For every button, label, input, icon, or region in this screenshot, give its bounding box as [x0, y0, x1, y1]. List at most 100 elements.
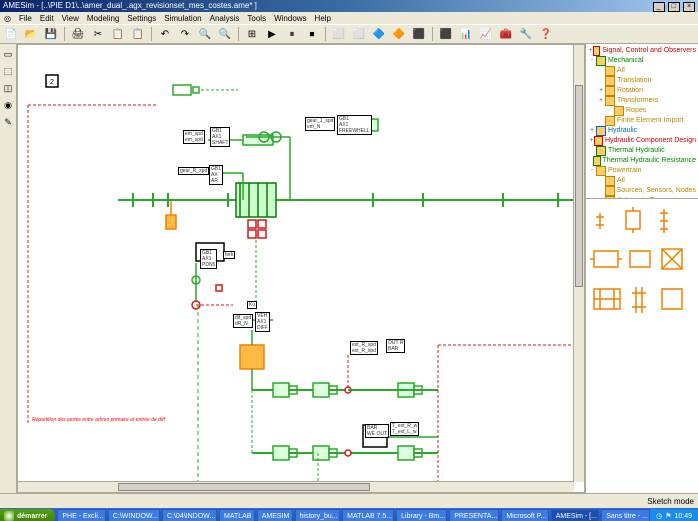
toolbar-button[interactable]: ▶ [263, 25, 281, 43]
tree-item[interactable]: Ropes [588, 106, 696, 116]
horizontal-scrollbar[interactable] [18, 481, 574, 492]
toolbar-button[interactable]: 🖨 [69, 25, 87, 43]
tray-icon: ◷ [656, 512, 662, 520]
tree-item[interactable]: +Signal, Control and Observers [588, 46, 696, 56]
toolbar-button[interactable]: ⬛ [410, 25, 428, 43]
diagram-label: VEH AX1 DIFF [255, 312, 270, 332]
toolbar-button[interactable]: 🔶 [390, 25, 408, 43]
toolbar-button[interactable]: ❓ [537, 25, 555, 43]
left-tool-button[interactable]: ⬚ [1, 64, 15, 78]
diagram-label: OUT R BAR [386, 339, 405, 353]
tree-item[interactable]: +Transformers [588, 96, 696, 106]
right-panel: +Signal, Control and Observers-Mechanica… [585, 44, 698, 493]
diagram-label: gear_R_spd [178, 167, 209, 175]
tree-item[interactable]: Thermal Hydraulic Resistance [588, 156, 696, 166]
toolbar-button[interactable]: 📊 [457, 25, 475, 43]
taskbar-task[interactable]: MATLAB 7.5... [342, 509, 394, 521]
tree-item[interactable]: -Mechanical [588, 56, 696, 66]
diagram-label: GB1 AX AR [209, 165, 223, 185]
toolbar-button[interactable]: ⏹ [303, 25, 321, 43]
taskbar-task[interactable]: Library - Bm... [396, 509, 447, 521]
menu-simulation[interactable]: Simulation [164, 14, 201, 23]
toolbar-button[interactable]: ✂ [89, 25, 107, 43]
toolbar-button[interactable]: ⊞ [243, 25, 261, 43]
tree-item[interactable]: +Hydraulic Component Design [588, 136, 696, 146]
toolbar-button[interactable]: 🧰 [497, 25, 515, 43]
toolbar-button[interactable]: ⬜ [330, 25, 348, 43]
menu-file[interactable]: File [19, 14, 32, 23]
tray-icon: ⚑ [665, 512, 671, 520]
toolbar-button[interactable]: 📋 [109, 25, 127, 43]
toolbar-button[interactable]: ⬛ [437, 25, 455, 43]
tree-item[interactable]: All [588, 66, 696, 76]
taskbar-task[interactable]: C:\WINDOW... [108, 509, 160, 521]
left-tool-button[interactable]: ◫ [1, 81, 15, 95]
toolbar-button[interactable]: 💾 [42, 25, 60, 43]
diagram-label: GB1 AX1 PDN5 [200, 249, 217, 269]
tree-item[interactable]: -Powertrain [588, 166, 696, 176]
taskbar: démarrer PHE - Excli...C:\WINDOW...C:\04… [0, 508, 698, 521]
vertical-scrollbar[interactable] [573, 45, 584, 482]
maximize-button[interactable]: □ [668, 2, 680, 12]
menu-modeling[interactable]: Modeling [87, 14, 119, 23]
clock: 10:49 [674, 513, 692, 520]
menu-help[interactable]: Help [315, 14, 331, 23]
system-tray[interactable]: ◷ ⚑ 10:49 [650, 509, 698, 521]
tree-item[interactable]: Translation [588, 76, 696, 86]
diagram-label: BAR WE OUT [365, 424, 389, 438]
toolbar-button[interactable]: ⏸ [283, 25, 301, 43]
menu-windows[interactable]: Windows [274, 14, 306, 23]
tree-item[interactable]: +Hydraulic [588, 126, 696, 136]
menu-settings[interactable]: Settings [127, 14, 156, 23]
toolbar-button[interactable]: 🔷 [370, 25, 388, 43]
close-button[interactable]: × [683, 2, 695, 12]
toolbar-button[interactable]: ⬜ [350, 25, 368, 43]
component-palette[interactable] [586, 199, 698, 493]
left-tool-button[interactable]: ◉ [1, 98, 15, 112]
taskbar-task[interactable]: PRESENTA... [449, 509, 499, 521]
toolbar-button[interactable]: ↶ [156, 25, 174, 43]
menu-view[interactable]: View [62, 14, 79, 23]
toolbar-button[interactable]: 📂 [22, 25, 40, 43]
taskbar-task[interactable]: Microsoft P... [501, 509, 548, 521]
menu-edit[interactable]: Edit [40, 14, 54, 23]
start-button[interactable]: démarrer [0, 509, 55, 521]
tree-item[interactable]: All [588, 176, 696, 186]
toolbar-button[interactable]: 📈 [477, 25, 495, 43]
diagram-label: fork [223, 251, 235, 259]
workspace: ▭⬚◫◉✎ 2 em_spd em_spdGB1 AX1 SHAFTgear_R… [0, 44, 698, 493]
toolbar-button[interactable]: 🔍 [196, 25, 214, 43]
toolbar-button[interactable]: 🔧 [517, 25, 535, 43]
left-tool-button[interactable]: ✎ [1, 115, 15, 129]
left-toolbar: ▭ ⬚ ◫ ◉ ✎ [0, 44, 17, 493]
tree-item[interactable]: Sources, Sensors, Nodes [588, 186, 696, 196]
diagram-label: Répartition des pertes entre arbres prim… [32, 417, 165, 423]
taskbar-task[interactable]: PHE - Excli... [57, 509, 106, 521]
svg-text:2: 2 [50, 79, 54, 86]
toolbar-button[interactable]: 📋 [129, 25, 147, 43]
diagram-label: Ku [247, 301, 257, 309]
minimize-button[interactable]: _ [653, 2, 665, 12]
diagram-label: GB1 AX1 SHAFT [210, 127, 230, 147]
tree-item[interactable]: Thermal Hydraulic [588, 146, 696, 156]
taskbar-task[interactable]: MATLAB [219, 509, 255, 521]
tree-item[interactable]: +Rotation [588, 86, 696, 96]
taskbar-task[interactable]: C:\04\INDOW... [162, 509, 217, 521]
tree-item[interactable]: Finite Element Import [588, 116, 696, 126]
statusbar: Sketch mode [0, 493, 698, 508]
taskbar-task[interactable]: history_bu... [295, 509, 341, 521]
left-tool-button[interactable]: ▭ [1, 47, 15, 61]
toolbar-button[interactable]: 🔍 [216, 25, 234, 43]
menu-analysis[interactable]: Analysis [210, 14, 240, 23]
diagram-canvas[interactable]: 2 em_spd em_spdGB1 AX1 SHAFTgear_R_spdGB… [18, 45, 574, 482]
toolbar-button[interactable]: ↷ [176, 25, 194, 43]
start-label: démarrer [17, 513, 47, 520]
toolbar-button[interactable]: 📄 [2, 25, 20, 43]
menu-tools[interactable]: Tools [247, 14, 266, 23]
library-tree[interactable]: +Signal, Control and Observers-Mechanica… [586, 44, 698, 199]
diagram-label: GB1 AX1 FREEWHELL [337, 115, 372, 135]
taskbar-task[interactable]: Sans titre - ... [601, 509, 650, 521]
titlebar: AMESim - [..\PIE D1\..\amer_dual_.agx_re… [0, 0, 698, 12]
taskbar-task[interactable]: AMESIM [257, 509, 293, 521]
taskbar-task[interactable]: AMESim - [... [551, 509, 600, 521]
